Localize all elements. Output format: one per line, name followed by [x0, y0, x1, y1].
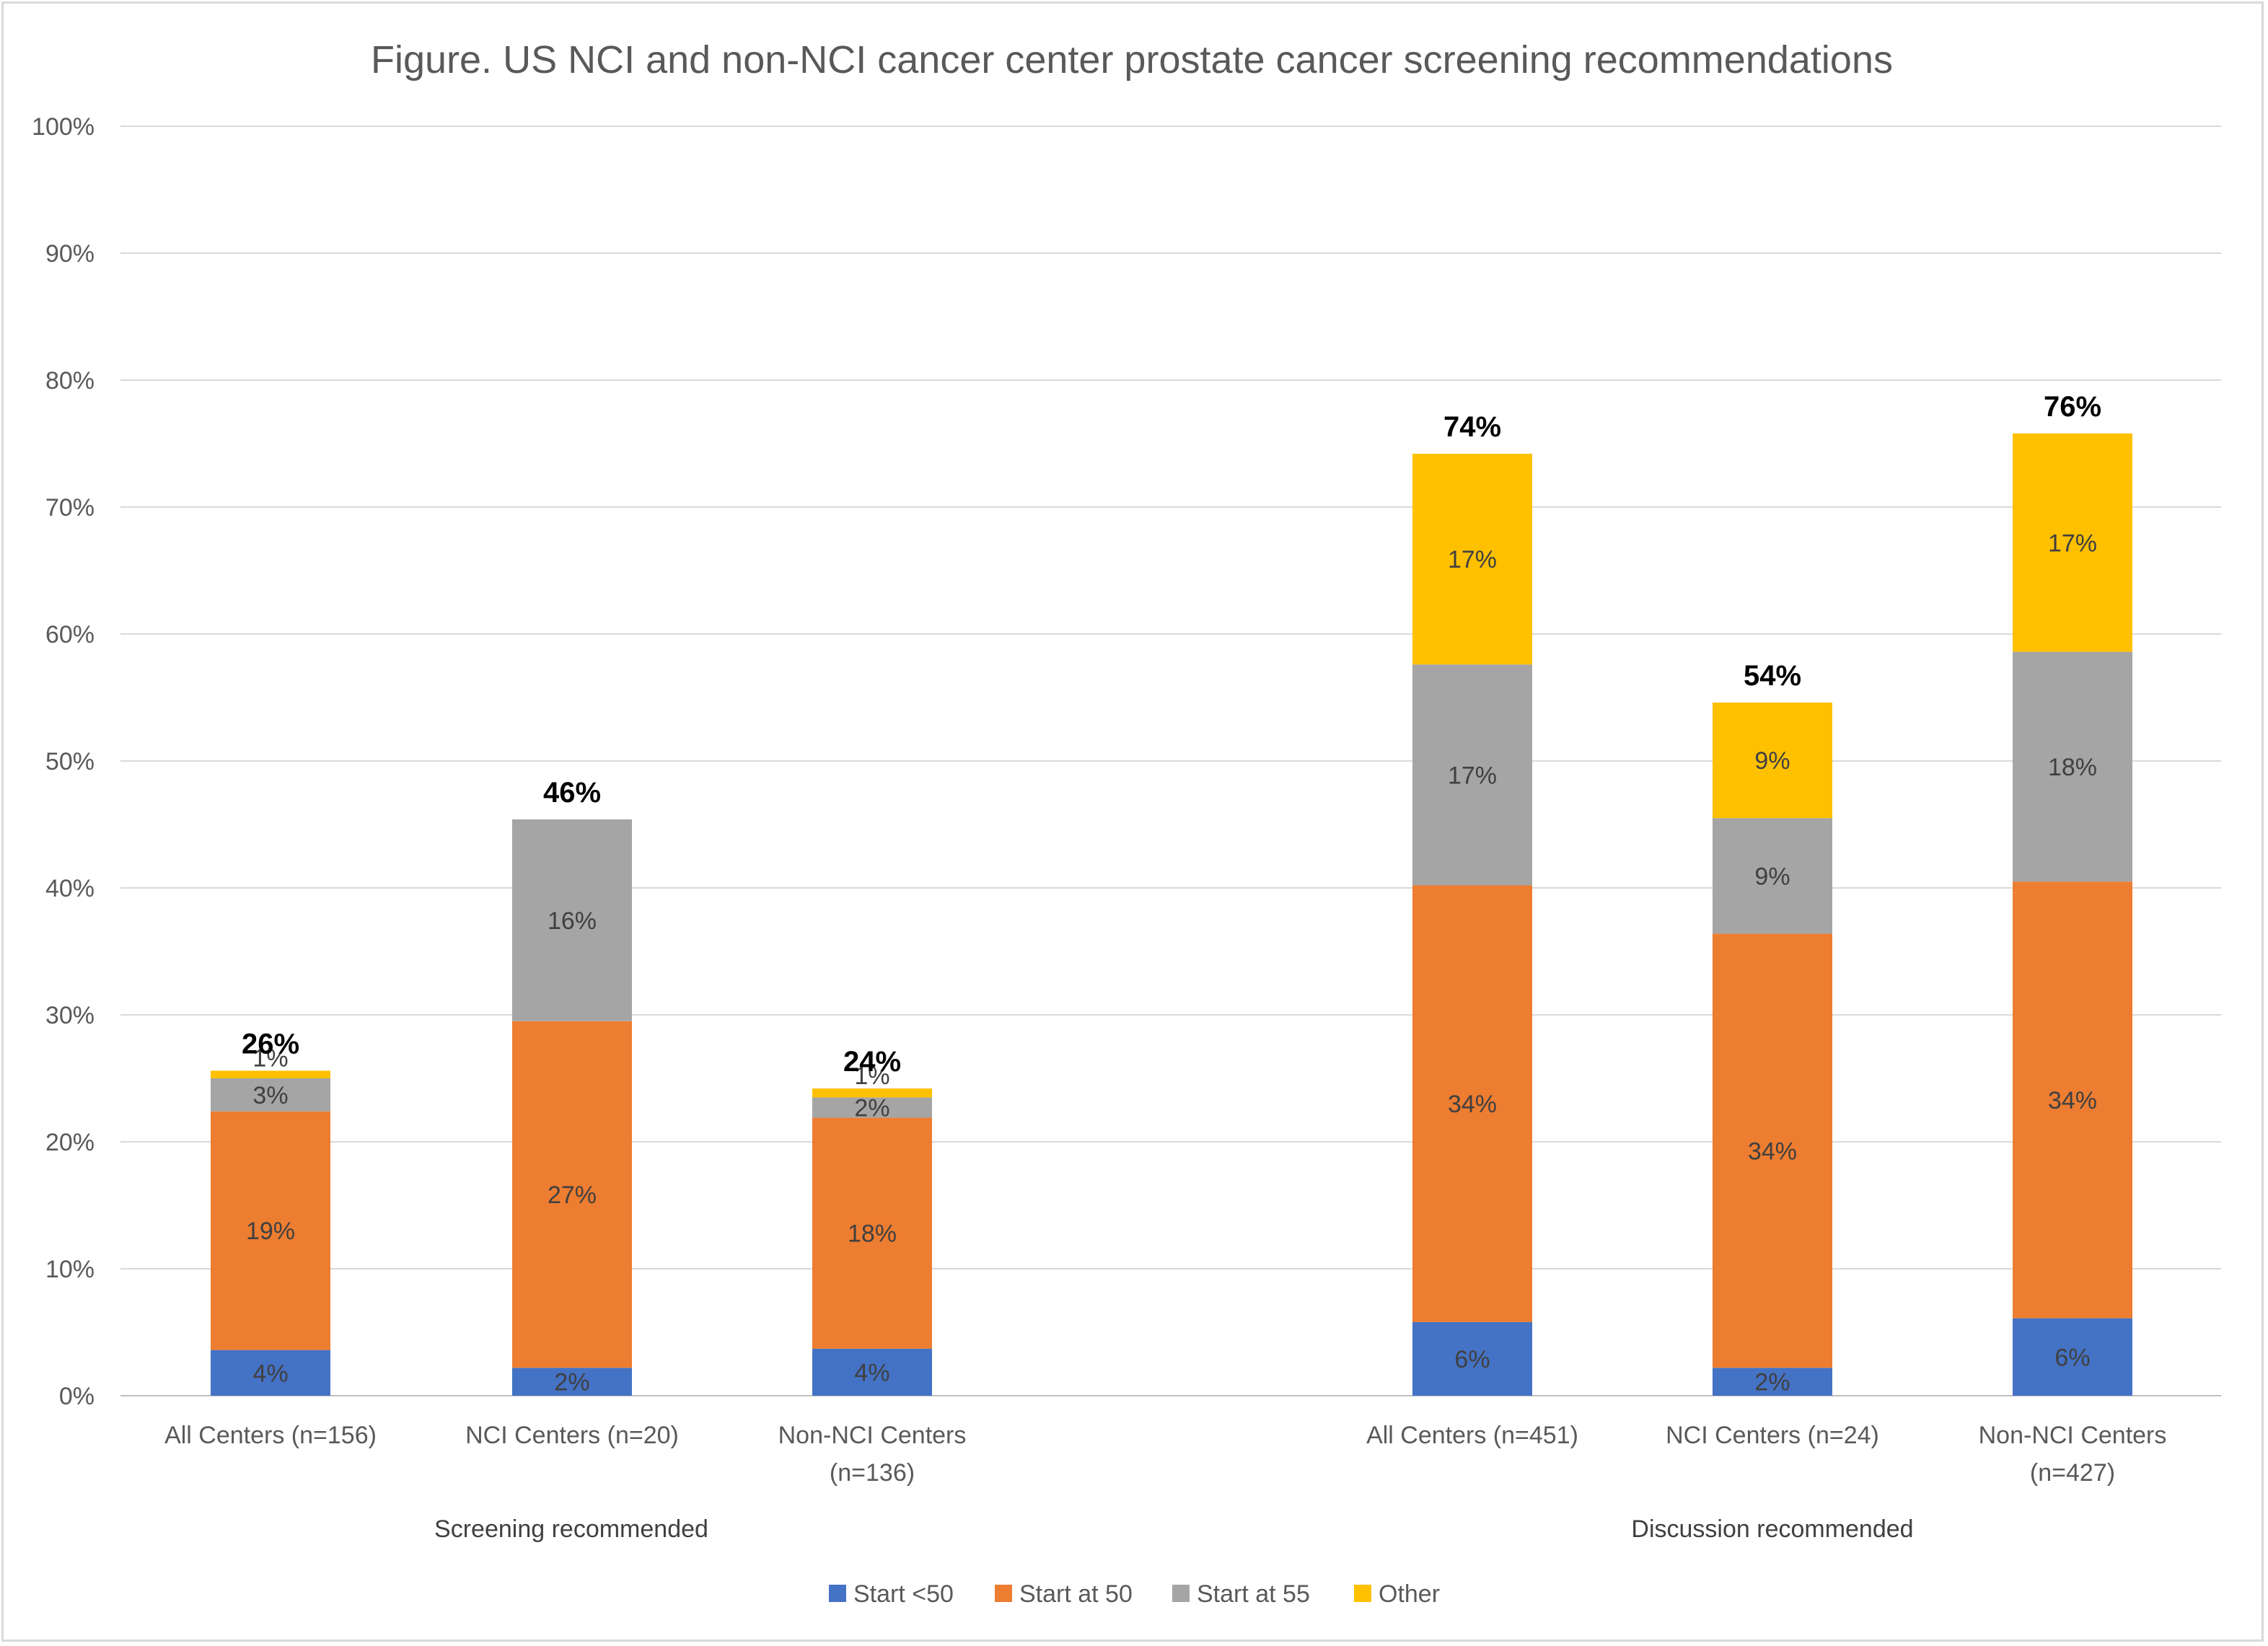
legend-swatch — [829, 1585, 846, 1602]
bar-segment — [211, 1070, 330, 1078]
legend-label: Other — [1379, 1580, 1440, 1608]
bar-segment — [512, 1368, 632, 1396]
bar-segment — [1713, 818, 1832, 934]
segment-value-label: 34% — [1748, 1137, 1797, 1165]
y-tick-label: 40% — [45, 875, 94, 902]
y-tick-label: 90% — [45, 240, 94, 268]
legend-swatch — [995, 1585, 1012, 1602]
segment-value-label: 4% — [252, 1360, 288, 1387]
y-tick-label: 70% — [45, 494, 94, 521]
segment-value-label: 18% — [848, 1220, 897, 1248]
x-category-label: NCI Centers (n=20) — [465, 1422, 679, 1449]
gridlines — [120, 126, 2221, 1396]
segment-value-label: 19% — [246, 1218, 295, 1245]
legend-label: Start at 50 — [1019, 1580, 1133, 1608]
x-category-label: Non-NCI Centers — [1979, 1422, 2167, 1449]
bar-segment — [1412, 885, 1532, 1322]
segment-value-label: 6% — [1454, 1346, 1490, 1373]
y-tick-label: 30% — [45, 1002, 94, 1029]
segment-value-label: 1% — [854, 1062, 889, 1090]
bar-segment — [812, 1348, 932, 1396]
axes: 0% 10% 20% 30% 40% 50% 60% 70% 80% 90% 100% All Cen… — [32, 113, 2166, 1543]
bar-segment — [211, 1078, 330, 1112]
segment-value-label: 17% — [2048, 529, 2097, 557]
bar-total-label: 54% — [1744, 660, 1801, 692]
bar-segment — [211, 1350, 330, 1396]
x-category-label: (n=136) — [830, 1459, 915, 1487]
bar-segment — [2013, 1318, 2132, 1396]
x-category-label: NCI Centers (n=24) — [1666, 1422, 1879, 1449]
legend: Start <50 Start at 50 Start at 55 Other — [829, 1580, 1440, 1608]
segment-value-label: 17% — [1448, 762, 1497, 789]
segment-value-label: 4% — [854, 1359, 889, 1386]
segment-value-label: 16% — [548, 907, 597, 935]
segment-value-label: 2% — [1754, 1369, 1790, 1396]
y-tick-label: 0% — [59, 1383, 94, 1410]
segment-value-label: 6% — [2054, 1344, 2090, 1371]
segment-value-label: 18% — [2048, 754, 2097, 781]
bar-segment — [812, 1088, 932, 1098]
legend-swatch — [1172, 1585, 1190, 1602]
chart-svg: Figure. US NCI and non-NCI cancer center… — [32, 38, 2221, 1608]
bar-segment — [1412, 454, 1532, 665]
x-category-label: All Centers (n=156) — [164, 1422, 377, 1449]
y-tick-label: 60% — [45, 621, 94, 648]
y-tick-label: 100% — [32, 113, 94, 141]
bar-segment — [1713, 1368, 1832, 1396]
chart-title: Figure. US NCI and non-NCI cancer center… — [371, 38, 1893, 82]
segment-value-label: 3% — [252, 1082, 288, 1109]
y-tick-label: 10% — [45, 1256, 94, 1283]
x-group-label: Discussion recommended — [1631, 1515, 1913, 1543]
legend-label: Start <50 — [853, 1580, 954, 1608]
segment-value-label: 9% — [1754, 863, 1790, 890]
bar-segment — [2013, 433, 2132, 652]
bar-segment — [1412, 664, 1532, 886]
x-category-label: Non-NCI Centers — [778, 1422, 967, 1449]
bar-total-label: 26% — [242, 1028, 299, 1060]
bar-segment — [512, 819, 632, 1021]
segment-value-label: 34% — [1448, 1091, 1497, 1118]
x-group-label: Screening recommended — [434, 1515, 708, 1543]
bar-segment — [1713, 933, 1832, 1368]
bar-segment — [2013, 651, 2132, 882]
segment-value-label: 34% — [2048, 1087, 2097, 1114]
bar-total-label: 74% — [1443, 411, 1501, 443]
bar-segment — [2013, 881, 2132, 1319]
bar-total-label: 24% — [843, 1046, 901, 1078]
legend-swatch — [1354, 1585, 1371, 1602]
bar-segment — [211, 1111, 330, 1350]
y-tick-label: 20% — [45, 1129, 94, 1156]
bar-total-label: 46% — [543, 777, 601, 809]
x-category-label: All Centers (n=451) — [1366, 1422, 1578, 1449]
bar-segment — [812, 1117, 932, 1349]
bars — [211, 433, 2132, 1396]
data-labels: 4%19%3%1%26%2%27%16%46%4%18%2%1%24%6%34%… — [242, 391, 2101, 1396]
x-category-label: (n=427) — [2030, 1459, 2115, 1487]
y-tick-label: 80% — [45, 367, 94, 395]
segment-value-label: 9% — [1754, 747, 1790, 775]
segment-value-label: 2% — [854, 1094, 889, 1122]
bar-segment — [1713, 703, 1832, 819]
legend-label: Start at 55 — [1197, 1580, 1310, 1608]
segment-value-label: 2% — [554, 1369, 589, 1396]
segment-value-label: 1% — [252, 1044, 288, 1072]
bar-segment — [1412, 1321, 1532, 1396]
y-tick-label: 50% — [45, 748, 94, 775]
segment-value-label: 27% — [548, 1181, 597, 1209]
bar-segment — [812, 1097, 932, 1118]
bar-segment — [512, 1021, 632, 1368]
segment-value-label: 17% — [1448, 546, 1497, 573]
bar-total-label: 76% — [2044, 391, 2101, 423]
